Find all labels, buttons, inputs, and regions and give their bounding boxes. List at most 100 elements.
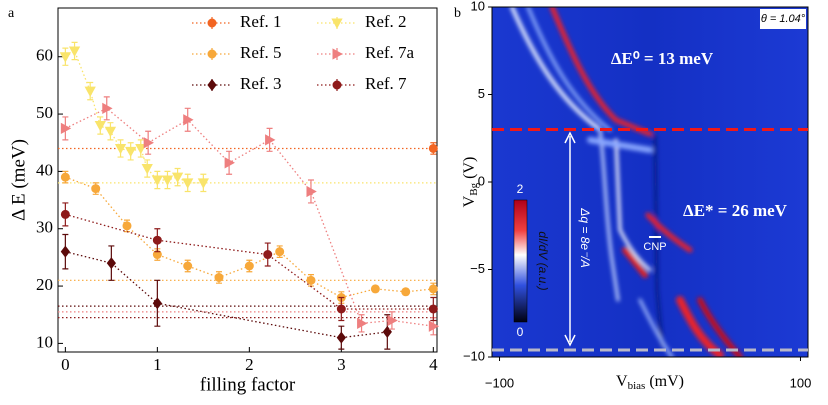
legend-marker	[207, 78, 217, 92]
y-tick-label: 30	[36, 218, 53, 237]
data-point	[387, 314, 398, 327]
data-point	[306, 275, 316, 285]
colorbar-tick-label: 0	[517, 325, 524, 339]
legend-marker	[207, 18, 217, 28]
data-point	[60, 122, 72, 135]
legend-item: Ref. 7a	[317, 43, 415, 62]
series-line	[65, 107, 434, 327]
data-point	[141, 164, 153, 175]
annotation: ΔE* = 26 meV	[683, 201, 788, 220]
y-tick-label: 10	[36, 332, 53, 351]
data-point	[143, 137, 154, 149]
data-point	[171, 172, 184, 183]
data-point	[68, 46, 81, 57]
y-tick-label: 0	[478, 173, 485, 188]
data-point	[125, 146, 137, 158]
x-tick-label: 2	[245, 355, 254, 374]
data-point	[336, 304, 346, 314]
legend-marker	[207, 49, 217, 59]
y-axis-label-part: (V)	[461, 157, 478, 183]
y-tick-label: 40	[36, 160, 53, 179]
data-point	[382, 325, 392, 338]
legend-label: Ref. 5	[240, 43, 282, 62]
data-point	[275, 247, 285, 257]
data-point	[265, 134, 276, 146]
data-point	[84, 86, 96, 97]
data-point	[428, 320, 440, 332]
series-line	[65, 50, 204, 184]
data-point	[428, 284, 438, 294]
series-line	[65, 176, 434, 299]
data-point	[152, 235, 162, 245]
series-line	[65, 213, 434, 310]
data-point	[102, 102, 113, 114]
data-point	[161, 175, 174, 186]
y-tick-label: 5	[478, 86, 485, 101]
annotation: ΔE⁰ = 13 meV	[611, 49, 714, 68]
y-axis-label-part: V	[461, 195, 478, 207]
y-tick-label: 50	[36, 103, 53, 122]
x-axis-label-part: (mV)	[645, 373, 684, 390]
legend-marker	[331, 18, 343, 29]
data-point	[357, 317, 368, 329]
legend-label: Ref. 2	[365, 12, 407, 31]
data-point	[428, 304, 438, 314]
x-tick-label: 0	[61, 355, 70, 374]
legend-item: Ref. 2	[317, 12, 407, 31]
plot-frame	[57, 7, 438, 353]
legend-label: Ref. 7	[365, 74, 407, 93]
data-point	[60, 209, 70, 219]
annotation: Δq = 8e⁻/A	[578, 207, 592, 267]
data-point	[122, 221, 132, 231]
data-point	[370, 284, 380, 294]
data-point	[152, 297, 162, 310]
legend-item: Ref. 1	[192, 12, 282, 31]
x-tick-label: −100	[485, 375, 514, 390]
annotation-box	[760, 9, 806, 29]
data-point	[214, 272, 224, 282]
legend-marker	[332, 48, 343, 60]
y-tick-label: −10	[463, 348, 485, 363]
data-point	[114, 143, 127, 155]
legend-item: Ref. 7	[317, 74, 407, 93]
y-axis-label-part: Bg	[468, 182, 480, 195]
y-axis-label: VBg (V)	[461, 157, 480, 208]
legend-item: Ref. 5	[192, 43, 282, 62]
legend-label: Ref. 7a	[365, 43, 415, 62]
colormap-image	[492, 7, 808, 357]
data-point	[151, 175, 163, 186]
data-point	[183, 261, 193, 271]
data-point	[104, 126, 117, 138]
colorbar-label: dI/dV (a.u.)	[536, 231, 550, 290]
colorbar	[513, 199, 528, 323]
data-point	[224, 157, 235, 169]
legend-label: Ref. 1	[240, 12, 282, 31]
data-point	[182, 178, 194, 189]
y-tick-label: 10	[471, 0, 485, 13]
x-tick-label: 3	[337, 355, 346, 374]
data-point	[428, 143, 438, 153]
panel-label: b	[454, 6, 461, 21]
legend-marker	[332, 80, 342, 90]
x-axis-label: filling factor	[200, 374, 296, 395]
x-axis-label: Vbias (mV)	[616, 373, 684, 392]
data-point	[306, 185, 317, 198]
x-tick-label: 1	[153, 355, 162, 374]
data-point	[183, 114, 194, 126]
y-tick-label: 20	[36, 275, 53, 294]
y-tick-label: 60	[36, 46, 53, 65]
x-tick-label: 100	[790, 375, 812, 390]
y-axis-label: Δ E (meV)	[8, 139, 29, 221]
legend-item: Ref. 3	[192, 74, 282, 93]
x-axis-label-part: V	[616, 373, 628, 390]
data-point	[244, 261, 254, 271]
x-tick-label: 4	[429, 355, 438, 374]
data-point	[60, 245, 70, 258]
data-point	[336, 331, 346, 344]
data-point	[59, 52, 72, 63]
data-point	[197, 178, 209, 189]
data-point	[135, 143, 147, 155]
x-axis-label-part: bias	[628, 380, 646, 392]
legend-label: Ref. 3	[240, 74, 282, 93]
